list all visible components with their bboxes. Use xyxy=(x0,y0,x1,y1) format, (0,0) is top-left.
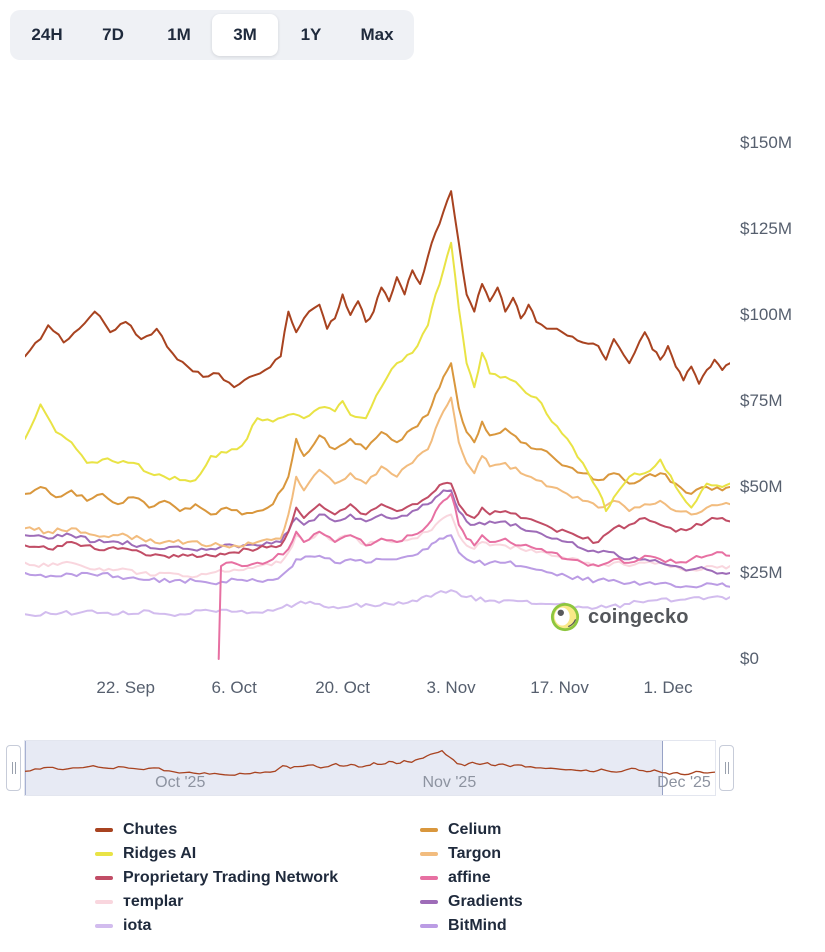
coingecko-icon xyxy=(550,602,580,632)
navigator-series-line xyxy=(25,749,715,776)
range-button-3m[interactable]: 3M xyxy=(212,14,278,56)
chart-legend: Chutes Ridges AI Proprietary Trading Netwo… xyxy=(95,818,523,938)
legend-item-affine[interactable]: affine xyxy=(420,866,523,890)
legend-item-bitmind[interactable]: BitMind xyxy=(420,914,523,938)
legend-item-ridges-ai[interactable]: Ridges AI xyxy=(95,842,420,866)
x-axis-label: 20. Oct xyxy=(315,678,371,697)
navigator-month-label: Dec '25 xyxy=(657,774,711,791)
legend-label: тemplar xyxy=(123,893,184,910)
coingecko-watermark[interactable]: coingecko xyxy=(550,602,689,632)
y-axis-label: $75M xyxy=(740,391,783,410)
legend-item-celium[interactable]: Celium xyxy=(420,818,523,842)
chart-region: $150M $125M $100M $75M $50M $25M $0 22. Sep 6. … xyxy=(0,100,825,725)
legend-marker-icon xyxy=(420,876,438,880)
legend-item-proprietary-trading-network[interactable]: Proprietary Trading Network xyxy=(95,866,420,890)
range-button-max[interactable]: Max xyxy=(344,14,410,56)
legend-marker-icon xyxy=(95,900,113,904)
x-axis-label: 6. Oct xyxy=(211,678,257,697)
x-axis-label: 3. Nov xyxy=(426,678,476,697)
grip-icon xyxy=(724,762,729,774)
series-line-emplar xyxy=(25,513,730,579)
y-axis-label: $25M xyxy=(740,563,783,582)
series-line-bitmind xyxy=(25,534,730,589)
legend-marker-icon xyxy=(420,900,438,904)
y-axis-label: $125M xyxy=(740,219,792,238)
navigator-mini-chart xyxy=(25,749,715,776)
series-line-affine xyxy=(217,492,730,660)
watermark-text: coingecko xyxy=(588,605,689,628)
legend-item-chutes[interactable]: Chutes xyxy=(95,818,420,842)
legend-label: Ridges AI xyxy=(123,845,197,862)
y-axis-label: $50M xyxy=(740,477,783,496)
range-button-24h[interactable]: 24H xyxy=(14,14,80,56)
navigator-month-label: Nov '25 xyxy=(422,774,477,791)
legend-item-iota[interactable]: iota xyxy=(95,914,420,938)
series-line-proprietary-trading-network xyxy=(25,481,730,559)
grip-icon xyxy=(11,762,16,774)
y-axis-label: $0 xyxy=(740,649,759,668)
legend-item-gradients[interactable]: Gradients xyxy=(420,890,523,914)
market-cap-chart xyxy=(25,190,730,660)
series-line-gradients xyxy=(25,489,730,575)
chart-navigator: Oct '25 Nov '25 Dec '25 xyxy=(0,738,740,798)
legend-marker-icon xyxy=(420,828,438,832)
legend-label: iota xyxy=(123,917,152,934)
x-axis-label: 22. Sep xyxy=(96,678,156,697)
legend-item-emplar[interactable]: тemplar xyxy=(95,890,420,914)
x-axis-label: 1. Dec xyxy=(643,678,693,697)
range-button-1m[interactable]: 1M xyxy=(146,14,212,56)
y-axis-label: $150M xyxy=(740,133,792,152)
legend-marker-icon xyxy=(420,924,438,928)
legend-marker-icon xyxy=(95,828,113,832)
navigator-track[interactable]: Oct '25 Nov '25 Dec '25 xyxy=(24,740,716,796)
range-button-7d[interactable]: 7D xyxy=(80,14,146,56)
series-line-targon xyxy=(25,396,730,549)
legend-marker-icon xyxy=(95,924,113,928)
time-range-selector: 24H 7D 1M 3M 1Y Max xyxy=(10,10,414,60)
y-axis-label: $100M xyxy=(740,305,792,324)
legend-marker-icon xyxy=(95,876,113,880)
legend-label: affine xyxy=(448,869,491,886)
legend-label: Gradients xyxy=(448,893,523,910)
series-line-chutes xyxy=(25,190,730,389)
legend-marker-icon xyxy=(95,852,113,856)
series-line-celium xyxy=(25,362,730,516)
legend-label: Proprietary Trading Network xyxy=(123,869,339,886)
legend-label: BitMind xyxy=(448,917,507,934)
series-line-ridges-ai xyxy=(25,241,730,513)
range-button-1y[interactable]: 1Y xyxy=(278,14,344,56)
x-axis-label: 17. Nov xyxy=(530,678,589,697)
series-line-iota xyxy=(25,589,730,617)
legend-label: Celium xyxy=(448,821,502,838)
navigator-handle-left[interactable] xyxy=(6,745,21,791)
legend-label: Targon xyxy=(448,845,502,862)
legend-item-targon[interactable]: Targon xyxy=(420,842,523,866)
navigator-month-label: Oct '25 xyxy=(155,774,206,791)
legend-marker-icon xyxy=(420,852,438,856)
legend-label: Chutes xyxy=(123,821,178,838)
navigator-handle-right[interactable] xyxy=(719,745,734,791)
